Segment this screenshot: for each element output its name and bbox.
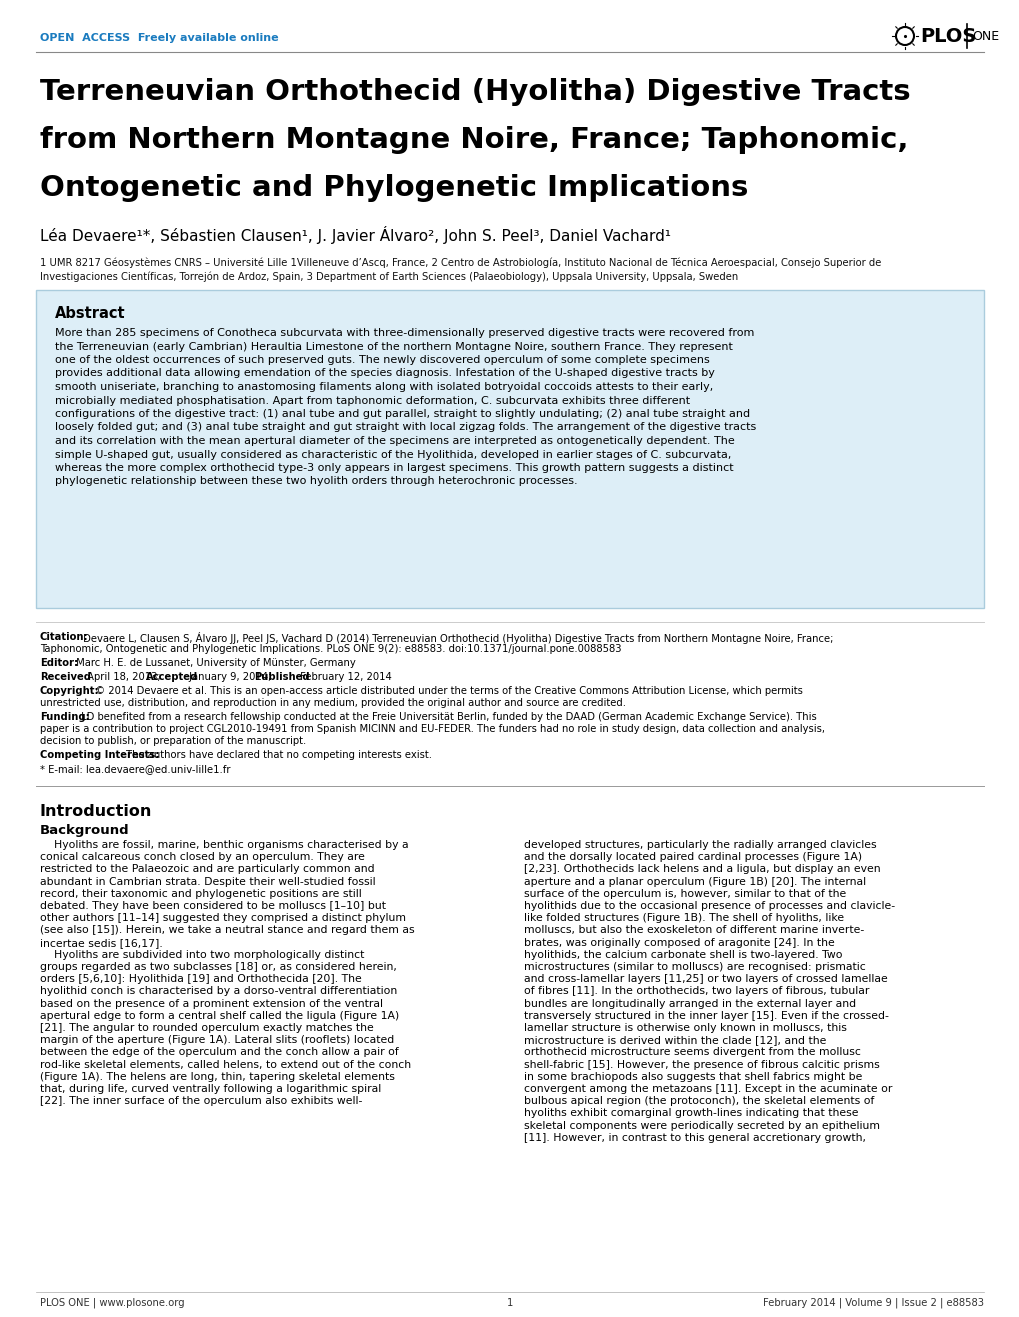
Text: Competing Interests:: Competing Interests: — [40, 749, 159, 760]
Text: Devaere L, Clausen S, Álvaro JJ, Peel JS, Vachard D (2014) Terreneuvian Orthothe: Devaere L, Clausen S, Álvaro JJ, Peel JS… — [79, 632, 833, 644]
Text: The authors have declared that no competing interests exist.: The authors have declared that no compet… — [123, 749, 432, 760]
Text: and the dorsally located paired cardinal processes (Figure 1A): and the dorsally located paired cardinal… — [524, 852, 861, 863]
Text: of fibres [11]. In the orthothecids, two layers of fibrous, tubular: of fibres [11]. In the orthothecids, two… — [524, 986, 868, 997]
Text: microstructure is derived within the clade [12], and the: microstructure is derived within the cla… — [524, 1035, 825, 1046]
Text: based on the presence of a prominent extension of the ventral: based on the presence of a prominent ext… — [40, 998, 382, 1009]
Text: 1: 1 — [506, 1299, 513, 1308]
Text: Published: Published — [254, 672, 310, 682]
Text: (see also [15]). Herein, we take a neutral stance and regard them as: (see also [15]). Herein, we take a neutr… — [40, 926, 414, 935]
Text: microbially mediated phosphatisation. Apart from taphonomic deformation, C. subc: microbially mediated phosphatisation. Ap… — [55, 395, 690, 406]
Text: rod-like skeletal elements, called helens, to extend out of the conch: rod-like skeletal elements, called helen… — [40, 1060, 411, 1069]
Text: whereas the more complex orthothecid type-3 only appears in largest specimens. T: whereas the more complex orthothecid typ… — [55, 464, 733, 473]
Text: hyolithid conch is characterised by a dorso-ventral differentiation: hyolithid conch is characterised by a do… — [40, 986, 396, 997]
Text: April 18, 2013;: April 18, 2013; — [84, 672, 160, 682]
Text: incertae sedis [16,17].: incertae sedis [16,17]. — [40, 938, 163, 948]
Text: [21]. The angular to rounded operculum exactly matches the: [21]. The angular to rounded operculum e… — [40, 1023, 373, 1033]
Text: skeletal components were periodically secreted by an epithelium: skeletal components were periodically se… — [524, 1121, 879, 1130]
Text: hyolithids, the calcium carbonate shell is two-layered. Two: hyolithids, the calcium carbonate shell … — [524, 950, 842, 960]
Text: unrestricted use, distribution, and reproduction in any medium, provided the ori: unrestricted use, distribution, and repr… — [40, 698, 626, 709]
Text: [11]. However, in contrast to this general accretionary growth,: [11]. However, in contrast to this gener… — [524, 1133, 865, 1143]
Text: bundles are longitudinally arranged in the external layer and: bundles are longitudinally arranged in t… — [524, 998, 855, 1009]
Text: Léa Devaere¹*, Sébastien Clausen¹, J. Javier Álvaro², John S. Peel³, Daniel Vach: Léa Devaere¹*, Sébastien Clausen¹, J. Ja… — [40, 227, 671, 244]
Text: Introduction: Introduction — [40, 803, 152, 819]
Text: Terreneuvian Orthothecid (Hyolitha) Digestive Tracts: Terreneuvian Orthothecid (Hyolitha) Dige… — [40, 78, 910, 105]
Text: © 2014 Devaere et al. This is an open-access article distributed under the terms: © 2014 Devaere et al. This is an open-ac… — [92, 686, 802, 695]
Text: microstructures (similar to molluscs) are recognised: prismatic: microstructures (similar to molluscs) ar… — [524, 961, 865, 972]
Text: Received: Received — [40, 672, 91, 682]
Text: the Terreneuvian (early Cambrian) Heraultia Limestone of the northern Montagne N: the Terreneuvian (early Cambrian) Heraul… — [55, 341, 733, 352]
Text: February 12, 2014: February 12, 2014 — [297, 672, 391, 682]
Text: January 9, 2014;: January 9, 2014; — [185, 672, 271, 682]
Text: like folded structures (Figure 1B). The shell of hyoliths, like: like folded structures (Figure 1B). The … — [524, 913, 844, 923]
Text: Citation:: Citation: — [40, 632, 89, 641]
Text: orthothecid microstructure seems divergent from the mollusc: orthothecid microstructure seems diverge… — [524, 1047, 860, 1058]
Text: Hyoliths are subdivided into two morphologically distinct: Hyoliths are subdivided into two morphol… — [40, 950, 364, 960]
Text: simple U-shaped gut, usually considered as characteristic of the Hyolithida, dev: simple U-shaped gut, usually considered … — [55, 449, 731, 460]
Text: apertural edge to form a central shelf called the ligula (Figure 1A): apertural edge to form a central shelf c… — [40, 1011, 398, 1021]
Text: bulbous apical region (the protoconch), the skeletal elements of: bulbous apical region (the protoconch), … — [524, 1096, 873, 1106]
Text: Accepted: Accepted — [146, 672, 198, 682]
FancyBboxPatch shape — [36, 290, 983, 608]
Text: [2,23]. Orthothecids lack helens and a ligula, but display an even: [2,23]. Orthothecids lack helens and a l… — [524, 864, 879, 874]
Text: PLOS ONE | www.plosone.org: PLOS ONE | www.plosone.org — [40, 1299, 184, 1309]
Text: smooth uniseriate, branching to anastomosing filaments along with isolated botry: smooth uniseriate, branching to anastomo… — [55, 382, 712, 392]
Text: phylogenetic relationship between these two hyolith orders through heterochronic: phylogenetic relationship between these … — [55, 477, 577, 486]
Text: between the edge of the operculum and the conch allow a pair of: between the edge of the operculum and th… — [40, 1047, 398, 1058]
Text: hyolithids due to the occasional presence of processes and clavicle-: hyolithids due to the occasional presenc… — [524, 901, 895, 911]
Text: debated. They have been considered to be molluscs [1–10] but: debated. They have been considered to be… — [40, 901, 385, 911]
Text: shell-fabric [15]. However, the presence of fibrous calcitic prisms: shell-fabric [15]. However, the presence… — [524, 1060, 878, 1069]
Text: that, during life, curved ventrally following a logarithmic spiral: that, during life, curved ventrally foll… — [40, 1084, 381, 1094]
Text: and cross-lamellar layers [11,25] or two layers of crossed lamellae: and cross-lamellar layers [11,25] or two… — [524, 975, 887, 984]
Text: * E-mail: lea.devaere@ed.univ-lille1.fr: * E-mail: lea.devaere@ed.univ-lille1.fr — [40, 764, 230, 774]
Text: PLOS: PLOS — [919, 26, 975, 46]
Text: Background: Background — [40, 824, 129, 838]
Text: other authors [11–14] suggested they comprised a distinct phylum: other authors [11–14] suggested they com… — [40, 913, 406, 923]
Text: provides additional data allowing emendation of the species diagnosis. Infestati: provides additional data allowing emenda… — [55, 369, 714, 378]
Text: (Figure 1A). The helens are long, thin, tapering skeletal elements: (Figure 1A). The helens are long, thin, … — [40, 1072, 394, 1081]
Text: [22]. The inner surface of the operculum also exhibits well-: [22]. The inner surface of the operculum… — [40, 1096, 362, 1106]
Text: ONE: ONE — [971, 29, 999, 42]
Text: More than 285 specimens of Conotheca subcurvata with three-dimensionally preserv: More than 285 specimens of Conotheca sub… — [55, 328, 754, 338]
Text: lamellar structure is otherwise only known in molluscs, this: lamellar structure is otherwise only kno… — [524, 1023, 846, 1033]
Text: brates, was originally composed of aragonite [24]. In the: brates, was originally composed of arago… — [524, 938, 834, 948]
Text: convergent among the metazoans [11]. Except in the acuminate or: convergent among the metazoans [11]. Exc… — [524, 1084, 892, 1094]
Text: Abstract: Abstract — [55, 306, 125, 321]
Text: abundant in Cambrian strata. Despite their well-studied fossil: abundant in Cambrian strata. Despite the… — [40, 877, 375, 886]
Text: molluscs, but also the exoskeleton of different marine inverte-: molluscs, but also the exoskeleton of di… — [524, 926, 863, 935]
Text: decision to publish, or preparation of the manuscript.: decision to publish, or preparation of t… — [40, 736, 306, 745]
Text: hyoliths exhibit comarginal growth-lines indicating that these: hyoliths exhibit comarginal growth-lines… — [524, 1109, 858, 1118]
Text: transversely structured in the inner layer [15]. Even if the crossed-: transversely structured in the inner lay… — [524, 1011, 888, 1021]
Text: margin of the aperture (Figure 1A). Lateral slits (rooflets) located: margin of the aperture (Figure 1A). Late… — [40, 1035, 394, 1046]
Text: from Northern Montagne Noire, France; Taphonomic,: from Northern Montagne Noire, France; Ta… — [40, 126, 908, 154]
Text: in some brachiopods also suggests that shell fabrics might be: in some brachiopods also suggests that s… — [524, 1072, 861, 1081]
Text: orders [5,6,10]: Hyolithida [19] and Orthothecida [20]. The: orders [5,6,10]: Hyolithida [19] and Ort… — [40, 975, 362, 984]
Text: Funding:: Funding: — [40, 712, 90, 722]
Text: one of the oldest occurrences of such preserved guts. The newly discovered operc: one of the oldest occurrences of such pr… — [55, 356, 709, 365]
Text: developed structures, particularly the radially arranged clavicles: developed structures, particularly the r… — [524, 840, 875, 849]
Text: Marc H. E. de Lussanet, University of Münster, Germany: Marc H. E. de Lussanet, University of Mü… — [73, 658, 356, 668]
Text: loosely folded gut; and (3) anal tube straight and gut straight with local zigza: loosely folded gut; and (3) anal tube st… — [55, 423, 755, 432]
Text: aperture and a planar operculum (Figure 1B) [20]. The internal: aperture and a planar operculum (Figure … — [524, 877, 865, 886]
Text: conical calcareous conch closed by an operculum. They are: conical calcareous conch closed by an op… — [40, 852, 365, 863]
Text: Editor:: Editor: — [40, 658, 78, 668]
Text: 1 UMR 8217 Géosystèmes CNRS – Université Lille 1Villeneuve d’Ascq, France, 2 Cen: 1 UMR 8217 Géosystèmes CNRS – Université… — [40, 258, 880, 269]
Text: OPEN  ACCESS  Freely available online: OPEN ACCESS Freely available online — [40, 33, 278, 43]
Text: Ontogenetic and Phylogenetic Implications: Ontogenetic and Phylogenetic Implication… — [40, 174, 748, 202]
Text: groups regarded as two subclasses [18] or, as considered herein,: groups regarded as two subclasses [18] o… — [40, 961, 396, 972]
Text: Investigaciones Científicas, Torrejón de Ardoz, Spain, 3 Department of Earth Sci: Investigaciones Científicas, Torrejón de… — [40, 271, 738, 282]
Text: Taphonomic, Ontogenetic and Phylogenetic Implications. PLoS ONE 9(2): e88583. do: Taphonomic, Ontogenetic and Phylogenetic… — [40, 644, 621, 655]
Text: Hyoliths are fossil, marine, benthic organisms characterised by a: Hyoliths are fossil, marine, benthic org… — [40, 840, 409, 849]
Text: LD benefited from a research fellowship conducted at the Freie Universität Berli: LD benefited from a research fellowship … — [77, 712, 816, 722]
Text: February 2014 | Volume 9 | Issue 2 | e88583: February 2014 | Volume 9 | Issue 2 | e88… — [762, 1299, 983, 1309]
Text: Copyright:: Copyright: — [40, 686, 100, 695]
Text: surface of the operculum is, however, similar to that of the: surface of the operculum is, however, si… — [524, 889, 846, 898]
Text: record, their taxonomic and phylogenetic positions are still: record, their taxonomic and phylogenetic… — [40, 889, 362, 898]
Text: configurations of the digestive tract: (1) anal tube and gut parallel, straight : configurations of the digestive tract: (… — [55, 410, 749, 419]
Text: paper is a contribution to project CGL2010-19491 from Spanish MICINN and EU-FEDE: paper is a contribution to project CGL20… — [40, 724, 824, 734]
Text: and its correlation with the mean apertural diameter of the specimens are interp: and its correlation with the mean apertu… — [55, 436, 734, 446]
Text: restricted to the Palaeozoic and are particularly common and: restricted to the Palaeozoic and are par… — [40, 864, 374, 874]
